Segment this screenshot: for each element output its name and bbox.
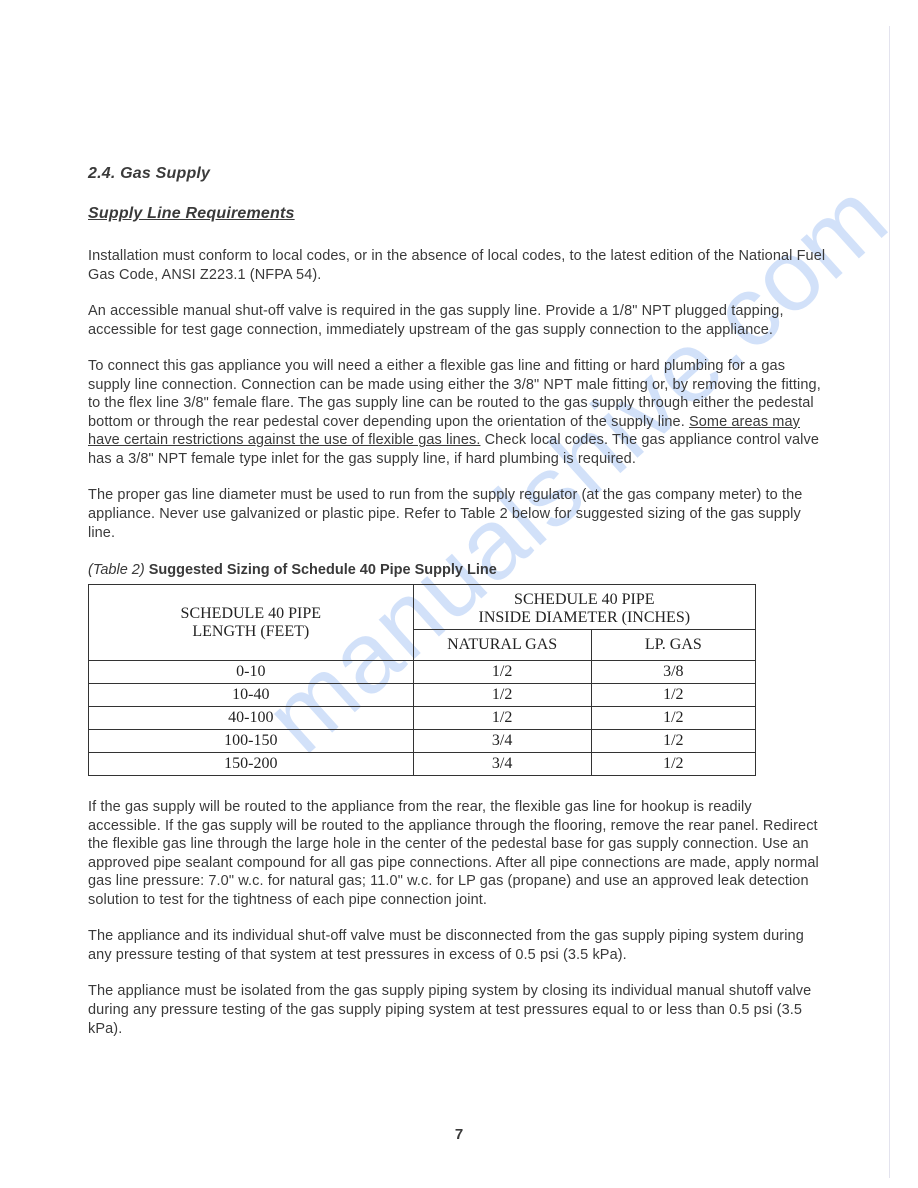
page-number: 7 (0, 1126, 918, 1143)
section-heading: 2.4. Gas Supply (88, 165, 828, 183)
sub-heading: Supply Line Requirements (88, 205, 828, 223)
table-cell-length: 150-200 (89, 753, 414, 776)
table-header-left-line2: LENGTH (FEET) (192, 623, 309, 640)
table-row: 10-40 1/2 1/2 (89, 684, 756, 707)
table-caption-bold: Suggested Sizing of Schedule 40 Pipe Sup… (145, 562, 497, 578)
table-row: 0-10 1/2 3/8 (89, 661, 756, 684)
table-cell-length: 40-100 (89, 707, 414, 730)
table-header-right-line2: INSIDE DIAMETER (INCHES) (479, 609, 691, 626)
paragraph-1: Installation must conform to local codes… (88, 247, 828, 284)
table-cell-ng: 1/2 (413, 707, 591, 730)
paragraph-2: An accessible manual shut-off valve is r… (88, 302, 828, 339)
paragraph-6: The appliance and its individual shut-of… (88, 927, 828, 964)
table-header-row-1: SCHEDULE 40 PIPE LENGTH (FEET) SCHEDULE … (89, 585, 756, 630)
table-cell-length: 0-10 (89, 661, 414, 684)
table-cell-ng: 1/2 (413, 661, 591, 684)
table-caption-italic: (Table 2) (88, 562, 145, 578)
table-subheader-natural-gas: NATURAL GAS (413, 630, 591, 661)
table-cell-length: 100-150 (89, 730, 414, 753)
table-subheader-lp-gas: LP. GAS (591, 630, 755, 661)
table-header-left: SCHEDULE 40 PIPE LENGTH (FEET) (89, 585, 414, 661)
pipe-sizing-table: SCHEDULE 40 PIPE LENGTH (FEET) SCHEDULE … (88, 584, 756, 776)
table-row: 100-150 3/4 1/2 (89, 730, 756, 753)
table-row: 150-200 3/4 1/2 (89, 753, 756, 776)
paragraph-5: If the gas supply will be routed to the … (88, 798, 828, 909)
table-cell-lp: 3/8 (591, 661, 755, 684)
table-cell-lp: 1/2 (591, 730, 755, 753)
table-cell-ng: 1/2 (413, 684, 591, 707)
table-header-right-line1: SCHEDULE 40 PIPE (514, 591, 654, 608)
table-cell-lp: 1/2 (591, 753, 755, 776)
document-page: 2.4. Gas Supply Supply Line Requirements… (0, 0, 918, 1116)
table-cell-ng: 3/4 (413, 730, 591, 753)
table-header-right: SCHEDULE 40 PIPE INSIDE DIAMETER (INCHES… (413, 585, 755, 630)
table-cell-length: 10-40 (89, 684, 414, 707)
table-cell-lp: 1/2 (591, 707, 755, 730)
table-cell-lp: 1/2 (591, 684, 755, 707)
paragraph-4: The proper gas line diameter must be use… (88, 486, 828, 542)
table-cell-ng: 3/4 (413, 753, 591, 776)
table-header-left-line1: SCHEDULE 40 PIPE (181, 605, 321, 622)
table-row: 40-100 1/2 1/2 (89, 707, 756, 730)
table-caption: (Table 2) Suggested Sizing of Schedule 4… (88, 562, 828, 578)
paragraph-3: To connect this gas appliance you will n… (88, 357, 828, 468)
paragraph-7: The appliance must be isolated from the … (88, 982, 828, 1038)
